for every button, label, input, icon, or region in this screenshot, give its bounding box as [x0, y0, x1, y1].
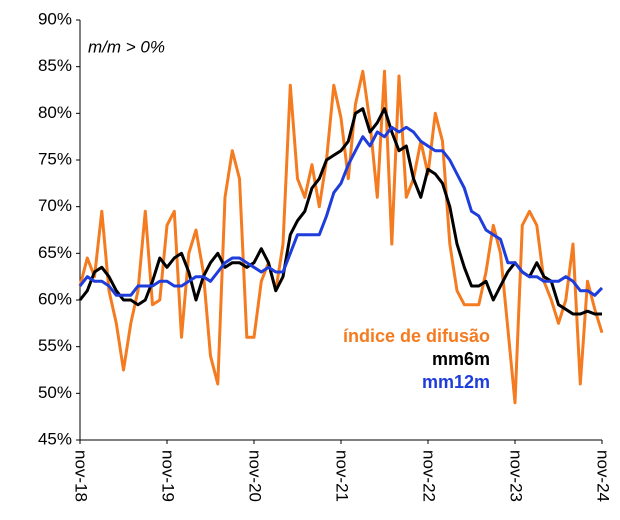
legend-label: índice de difusão	[343, 326, 490, 346]
y-tick-label: 80%	[38, 103, 72, 122]
x-tick-label: nov-21	[333, 450, 352, 502]
x-tick-label: nov-20	[246, 450, 265, 502]
series-line	[78, 69, 604, 405]
y-tick-label: 45%	[38, 429, 72, 448]
annotation: m/m > 0%	[88, 37, 165, 56]
series-line	[78, 125, 604, 297]
y-tick-label: 65%	[38, 243, 72, 262]
y-tick-label: 85%	[38, 56, 72, 75]
y-tick-label: 50%	[38, 383, 72, 402]
x-tick-label: nov-22	[420, 450, 439, 502]
x-tick-label: nov-18	[72, 450, 91, 502]
x-tick-label: nov-24	[594, 450, 613, 502]
y-tick-label: 75%	[38, 149, 72, 168]
legend-label: mm12m	[422, 372, 490, 392]
legend-label: mm6m	[432, 349, 490, 369]
y-tick-label: 90%	[38, 9, 72, 28]
y-tick-label: 55%	[38, 336, 72, 355]
x-tick-label: nov-23	[507, 450, 526, 502]
x-tick-label: nov-19	[159, 450, 178, 502]
y-tick-label: 60%	[38, 289, 72, 308]
y-tick-label: 70%	[38, 196, 72, 215]
